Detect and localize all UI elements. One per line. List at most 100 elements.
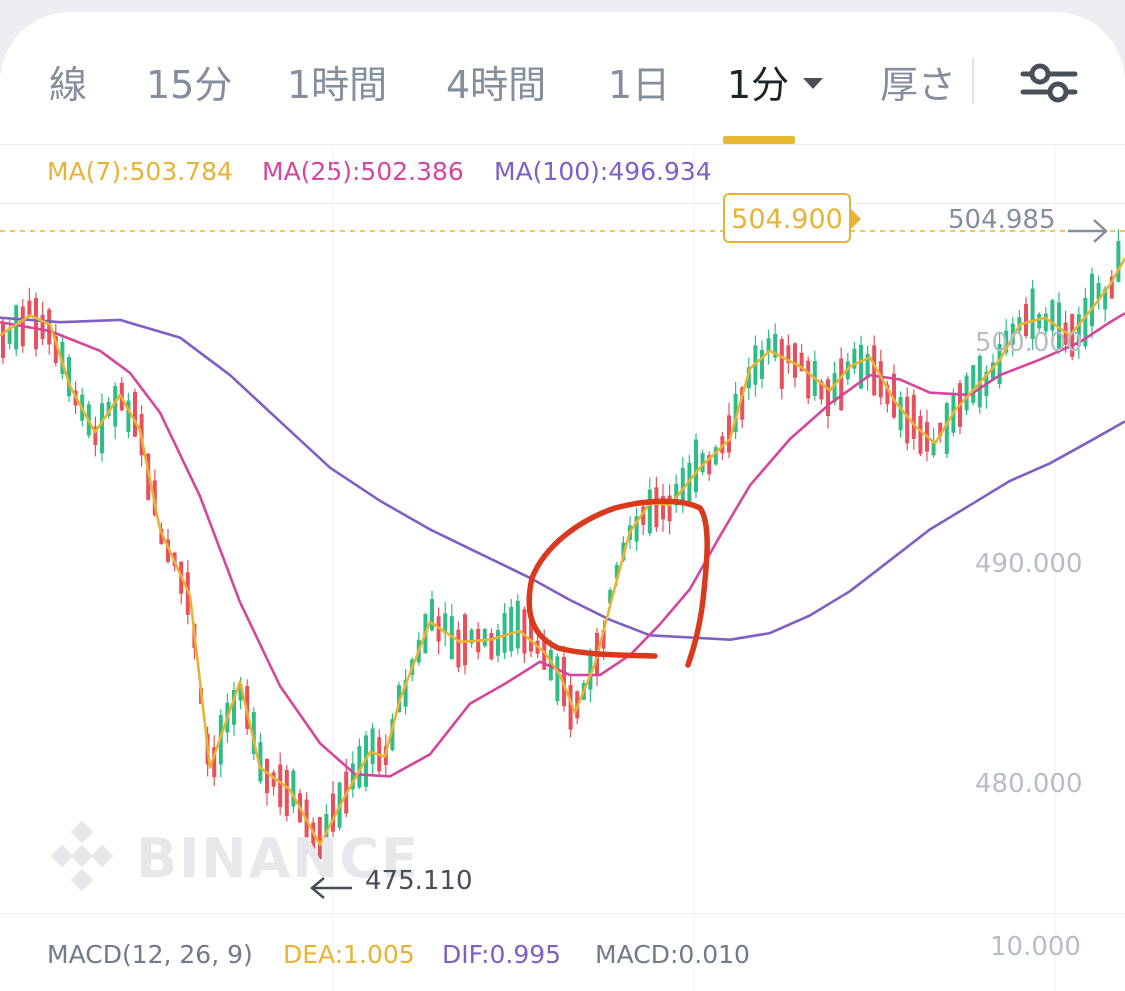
tab-1m[interactable]: 1分 bbox=[727, 54, 824, 109]
watermark-text: BINANCE bbox=[136, 827, 420, 891]
candle-body bbox=[324, 814, 329, 842]
candle-body bbox=[608, 590, 613, 604]
ma25-line bbox=[0, 312, 1125, 778]
candle-body bbox=[47, 309, 52, 345]
candle-body bbox=[331, 793, 335, 832]
tab-line[interactable]: 線 bbox=[49, 63, 88, 107]
tab-1h[interactable]: 1時間 bbox=[287, 63, 388, 107]
candle-body bbox=[271, 772, 276, 787]
candle-body bbox=[502, 612, 507, 653]
candle-body bbox=[674, 483, 679, 506]
candle-body bbox=[113, 386, 118, 427]
candle-body bbox=[588, 651, 593, 690]
candle-body bbox=[93, 426, 98, 446]
candle-body bbox=[232, 689, 236, 725]
candle-body bbox=[826, 379, 830, 416]
candle-body bbox=[53, 336, 58, 364]
candle-body bbox=[773, 333, 778, 358]
candle-body bbox=[1043, 313, 1048, 332]
candle-body bbox=[793, 343, 797, 378]
candle-body bbox=[832, 373, 837, 403]
candle-body bbox=[166, 539, 170, 562]
hand-drawn-circle-annotation bbox=[526, 498, 710, 668]
candle-body bbox=[258, 742, 263, 782]
candle-body bbox=[779, 339, 784, 389]
candle-body bbox=[357, 746, 362, 788]
candle-body bbox=[1090, 273, 1094, 327]
candle-body bbox=[971, 365, 976, 403]
tab-4h[interactable]: 4時間 bbox=[446, 63, 547, 107]
candle-body bbox=[760, 349, 764, 379]
candle-body bbox=[852, 348, 857, 369]
y-axis-label-500: 500.000 bbox=[975, 328, 1083, 358]
tab-depth[interactable]: 厚さ bbox=[880, 63, 957, 107]
candle-body bbox=[713, 447, 718, 465]
interval-tab-bar: 線 15分 1時間 4時間 1日 1分 厚さ bbox=[0, 12, 1125, 145]
tab-1d[interactable]: 1日 bbox=[608, 63, 671, 107]
candle-body bbox=[733, 393, 738, 433]
candle-body bbox=[819, 381, 824, 400]
candle-body bbox=[641, 506, 646, 525]
candle-body bbox=[1076, 314, 1081, 347]
candle-body bbox=[634, 516, 639, 542]
candle-body bbox=[443, 613, 448, 634]
ma7-value: MA(7):503.784 bbox=[47, 157, 233, 186]
last-price-arrow-icon bbox=[1068, 219, 1108, 243]
candle-body bbox=[40, 314, 45, 340]
candle-body bbox=[496, 630, 500, 656]
candle-body bbox=[1057, 302, 1061, 349]
candle-body bbox=[727, 415, 731, 453]
candle-body bbox=[1103, 288, 1108, 310]
candle-body bbox=[27, 300, 32, 316]
ma100-value: MA(100):496.934 bbox=[494, 157, 712, 186]
candle-body bbox=[291, 770, 296, 807]
candle-body bbox=[159, 528, 164, 545]
ma-legend: MA(7):503.784 MA(25):502.386 MA(100):496… bbox=[0, 133, 1125, 204]
candle-body bbox=[1109, 276, 1114, 299]
candle-body bbox=[522, 609, 527, 654]
low-price-arrow-icon bbox=[310, 877, 352, 899]
candle-body bbox=[799, 352, 804, 372]
y-axis-label-480: 480.000 bbox=[975, 769, 1083, 799]
candle-body bbox=[529, 620, 533, 652]
candle-body bbox=[1004, 330, 1009, 353]
candle-body bbox=[647, 489, 652, 534]
y-axis-label-490: 490.000 bbox=[975, 549, 1083, 579]
ma7-line bbox=[0, 257, 1125, 846]
candle-body bbox=[601, 630, 606, 649]
binance-watermark: BINANCE bbox=[46, 820, 420, 892]
candle-body bbox=[786, 345, 791, 364]
candle-body bbox=[126, 400, 131, 432]
candle-body bbox=[67, 357, 71, 397]
tab-15m[interactable]: 15分 bbox=[146, 63, 233, 107]
candle-body bbox=[469, 629, 474, 644]
low-price-label: 475.110 bbox=[365, 866, 473, 896]
candle-body bbox=[614, 564, 619, 579]
candle-body bbox=[667, 495, 672, 522]
candle-body bbox=[1096, 282, 1101, 300]
candle-body bbox=[707, 455, 712, 475]
macd-dif: DIF:0.995 bbox=[442, 940, 562, 969]
candle-body bbox=[403, 679, 408, 707]
candle-body bbox=[463, 614, 467, 666]
candle-body bbox=[938, 422, 943, 437]
candle-body bbox=[885, 384, 890, 405]
candle-body bbox=[905, 396, 910, 444]
candle-body bbox=[430, 598, 434, 631]
candle-body bbox=[661, 496, 665, 520]
candle-body bbox=[746, 367, 751, 389]
candle-body bbox=[859, 344, 863, 389]
sliders-icon[interactable] bbox=[1020, 60, 1078, 104]
candle-body bbox=[740, 387, 745, 420]
active-tab-underline bbox=[723, 136, 795, 144]
candle-body bbox=[515, 600, 520, 649]
candle-body bbox=[944, 402, 949, 454]
candle-body bbox=[509, 607, 514, 652]
candle-body bbox=[14, 305, 19, 350]
candle-body bbox=[654, 487, 659, 528]
candle-body bbox=[1050, 300, 1055, 331]
candle-body bbox=[251, 712, 256, 754]
candle-body bbox=[898, 396, 903, 431]
candle-body bbox=[1, 322, 5, 358]
